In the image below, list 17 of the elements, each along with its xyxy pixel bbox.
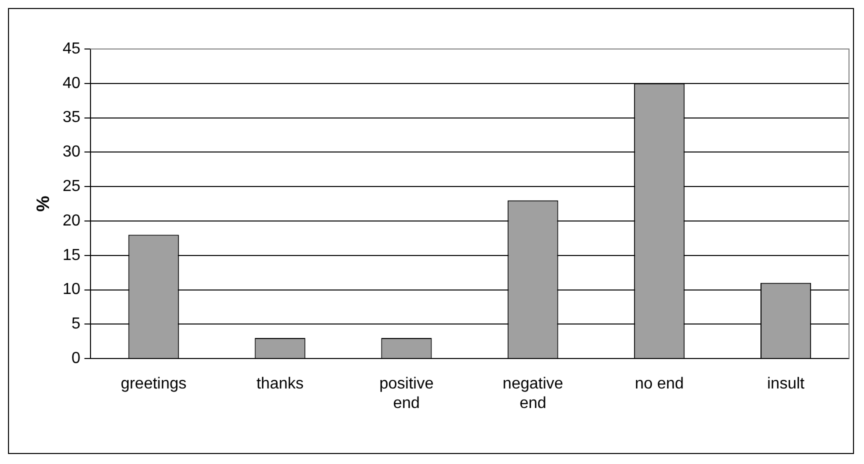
y-tick-label: 30 (62, 144, 80, 161)
y-axis-title: % (32, 196, 53, 212)
y-tick-label: 0 (71, 350, 80, 368)
x-tick-label: negative end (502, 376, 564, 412)
y-tick-label: 35 (62, 109, 80, 126)
y-tick-label: 20 (62, 212, 80, 230)
y-tick-label: 25 (62, 178, 80, 196)
y-tick-label: 10 (62, 281, 80, 298)
x-tick-label: thanks (256, 376, 304, 393)
y-tick-label: 5 (71, 316, 80, 333)
x-tick-label: positive end (379, 376, 434, 412)
x-tick-label: insult (767, 376, 806, 393)
y-tick-label: 45 (62, 40, 80, 58)
x-tick-label: no end (634, 376, 684, 393)
y-tick-label: 40 (62, 74, 80, 92)
x-tick-label: greetings (120, 376, 187, 393)
y-tick-label: 15 (62, 246, 80, 264)
